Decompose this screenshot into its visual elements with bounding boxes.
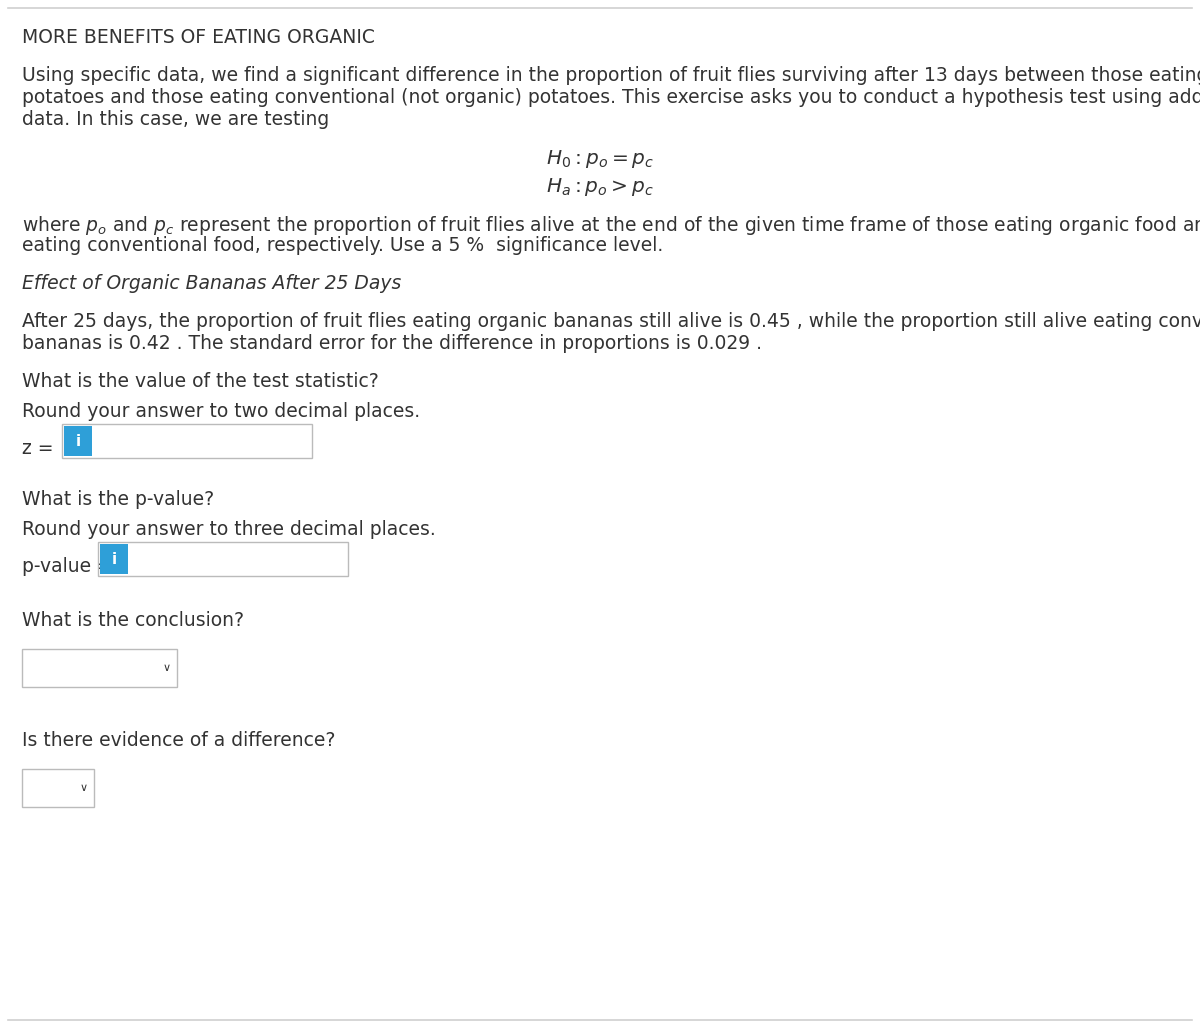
Text: i: i [76,434,80,448]
Text: where $p_o$ and $p_c$ represent the proportion of fruit flies alive at the end o: where $p_o$ and $p_c$ represent the prop… [22,214,1200,237]
Text: MORE BENEFITS OF EATING ORGANIC: MORE BENEFITS OF EATING ORGANIC [22,28,374,47]
Text: Round your answer to three decimal places.: Round your answer to three decimal place… [22,520,436,539]
Text: Effect of Organic Bananas After 25 Days: Effect of Organic Bananas After 25 Days [22,274,401,293]
Text: z =: z = [22,439,60,457]
Text: data. In this case, we are testing: data. In this case, we are testing [22,110,329,128]
Text: eating conventional food, respectively. Use a 5 %  significance level.: eating conventional food, respectively. … [22,236,664,255]
Text: bananas is 0.42 . The standard error for the difference in proportions is 0.029 : bananas is 0.42 . The standard error for… [22,334,762,353]
Text: ∨: ∨ [163,663,172,673]
Bar [22,769,94,807]
Text: Is there evidence of a difference?: Is there evidence of a difference? [22,731,335,750]
Text: What is the p-value?: What is the p-value? [22,490,214,509]
Text: After 25 days, the proportion of fruit flies eating organic bananas still alive : After 25 days, the proportion of fruit f… [22,313,1200,331]
Text: What is the conclusion?: What is the conclusion? [22,611,244,630]
Bar [64,426,92,456]
Text: i: i [112,551,116,566]
Text: $H_0 : p_o = p_c$: $H_0 : p_o = p_c$ [546,148,654,170]
Text: p-value =: p-value = [22,556,119,576]
Bar [100,544,128,574]
Text: Round your answer to two decimal places.: Round your answer to two decimal places. [22,402,420,421]
Bar [22,649,178,687]
Text: ∨: ∨ [80,783,88,793]
Text: potatoes and those eating conventional (not organic) potatoes. This exercise ask: potatoes and those eating conventional (… [22,88,1200,107]
Text: $H_a : p_o > p_c$: $H_a : p_o > p_c$ [546,176,654,198]
Text: Using specific data, we find a significant difference in the proportion of fruit: Using specific data, we find a significa… [22,66,1200,85]
Bar [62,424,312,458]
Bar [98,542,348,576]
Text: What is the value of the test statistic?: What is the value of the test statistic? [22,372,379,391]
